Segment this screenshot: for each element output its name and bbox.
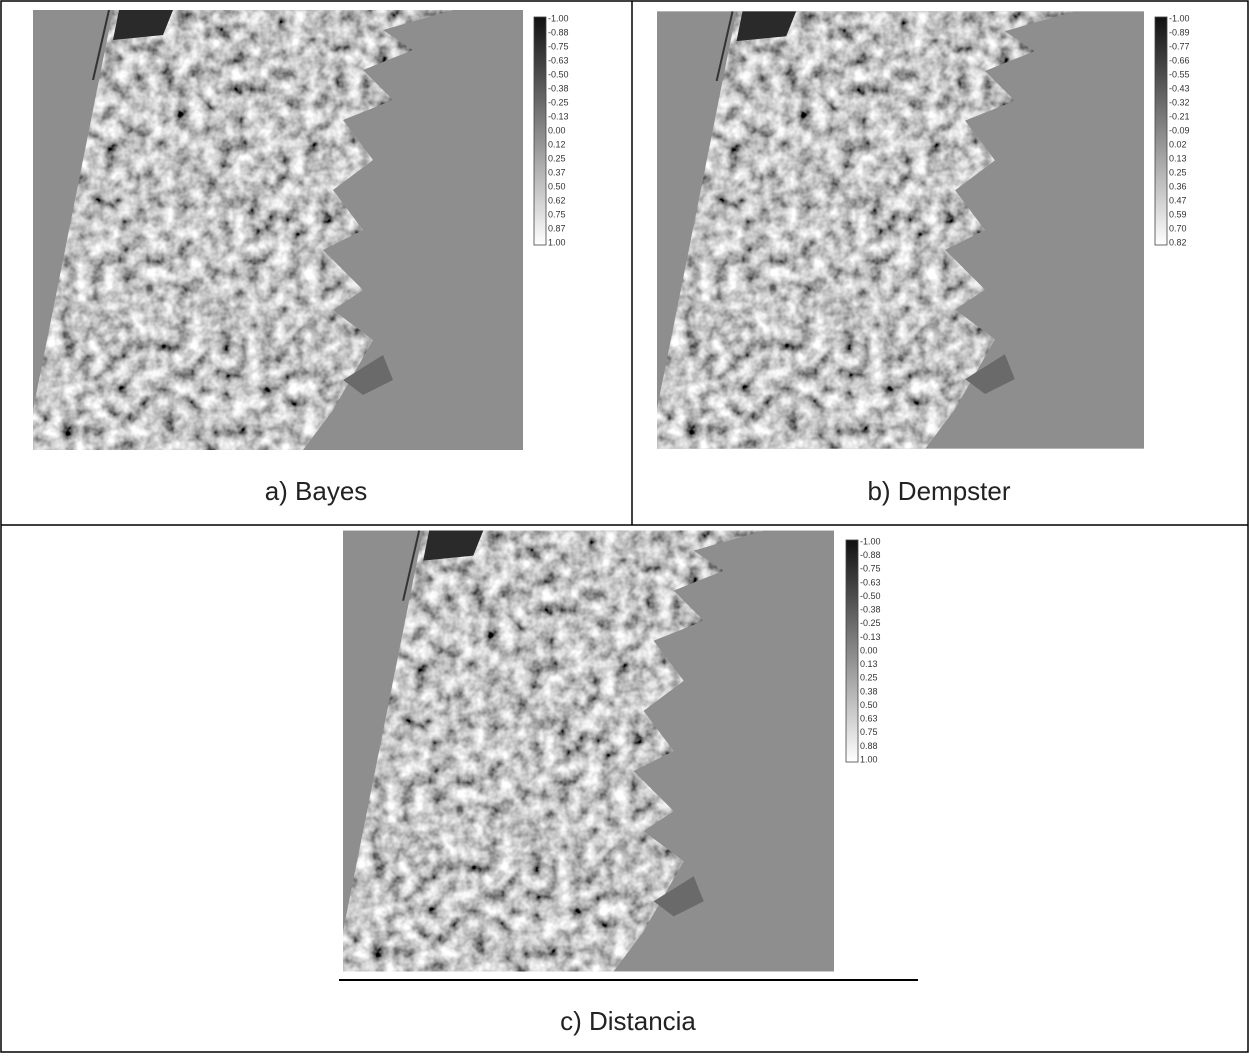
colorbar [534, 17, 546, 245]
colorbar-label: 0.38 [860, 686, 878, 696]
colorbar-label: -0.43 [1169, 83, 1190, 93]
colorbar [846, 540, 858, 762]
colorbar-label: -0.25 [860, 618, 881, 628]
map-image [657, 11, 1144, 448]
colorbar-label: -0.25 [548, 97, 569, 107]
colorbar-label: 0.12 [548, 139, 566, 149]
colorbar-label: 0.13 [860, 659, 878, 669]
caption: c) Distancia [560, 1006, 696, 1036]
colorbar-label: -0.89 [1169, 27, 1190, 37]
colorbar-label: -0.38 [860, 605, 881, 615]
colorbar-label: 0.50 [548, 181, 566, 191]
colorbar-label: -0.21 [1169, 111, 1190, 121]
caption: b) Dempster [867, 476, 1010, 506]
colorbar-label: -1.00 [548, 13, 569, 23]
colorbar-label: 0.50 [860, 700, 878, 710]
colorbar-label: 0.70 [1169, 223, 1187, 233]
colorbar-label: 0.62 [548, 195, 566, 205]
colorbar-label: -0.32 [1169, 97, 1190, 107]
colorbar-label: -0.75 [860, 564, 881, 574]
colorbar-label: -0.13 [860, 632, 881, 642]
colorbar-label: -0.63 [860, 577, 881, 587]
colorbar-label: -0.88 [548, 27, 569, 37]
colorbar-label: 0.00 [860, 645, 878, 655]
colorbar-label: 0.02 [1169, 139, 1187, 149]
colorbar-label: -0.63 [548, 55, 569, 65]
map-image [33, 10, 523, 450]
colorbar-label: 0.00 [548, 125, 566, 135]
colorbar-label: 0.36 [1169, 181, 1187, 191]
colorbar-label: 0.13 [1169, 153, 1187, 163]
colorbar-label: -0.13 [548, 111, 569, 121]
colorbar-label: 0.75 [860, 727, 878, 737]
caption: a) Bayes [265, 476, 368, 506]
colorbar-label: 1.00 [548, 237, 566, 247]
colorbar-label: -0.09 [1169, 125, 1190, 135]
colorbar-label: 0.82 [1169, 237, 1187, 247]
colorbar-label: 0.25 [1169, 167, 1187, 177]
colorbar-label: -0.50 [860, 591, 881, 601]
colorbar-label: -0.66 [1169, 55, 1190, 65]
colorbar-label: 0.63 [860, 714, 878, 724]
colorbar-label: -0.55 [1169, 69, 1190, 79]
colorbar-label: 0.37 [548, 167, 566, 177]
figure: a) Bayes b) Dempster c) Distancia -1.00 -… [0, 0, 1249, 1053]
colorbar-label: 0.25 [860, 673, 878, 683]
colorbar-label: 0.87 [548, 223, 566, 233]
colorbar-label: 0.88 [860, 741, 878, 751]
colorbar [1155, 17, 1167, 245]
colorbar-label: -0.88 [860, 550, 881, 560]
colorbar-label: -0.50 [548, 69, 569, 79]
colorbar-label: -1.00 [860, 536, 881, 546]
colorbar-label: 1.00 [860, 754, 878, 764]
colorbar-label: -0.75 [548, 41, 569, 51]
colorbar-label: -0.38 [548, 83, 569, 93]
colorbar-label: -0.77 [1169, 41, 1190, 51]
colorbar-label: -1.00 [1169, 13, 1190, 23]
colorbar-label: 0.47 [1169, 195, 1187, 205]
map-image [343, 531, 834, 972]
colorbar-label: 0.75 [548, 209, 566, 219]
colorbar-label: 0.25 [548, 153, 566, 163]
colorbar-label: 0.59 [1169, 209, 1187, 219]
